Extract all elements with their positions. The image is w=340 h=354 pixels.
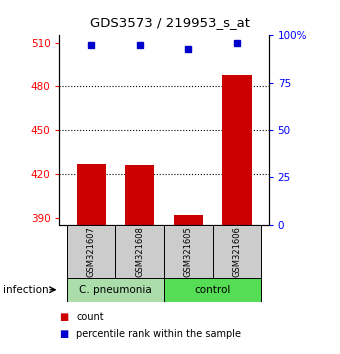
Text: GSM321608: GSM321608 [135, 226, 144, 277]
Text: percentile rank within the sample: percentile rank within the sample [76, 329, 241, 339]
Text: ■: ■ [59, 329, 69, 339]
Bar [213, 225, 261, 278]
Bar [164, 278, 261, 302]
Text: GDS3573 / 219953_s_at: GDS3573 / 219953_s_at [90, 16, 250, 29]
Text: C. pneumonia: C. pneumonia [79, 285, 152, 295]
Text: infection: infection [3, 285, 49, 295]
Text: control: control [194, 285, 231, 295]
Text: GSM321607: GSM321607 [87, 226, 96, 277]
Text: count: count [76, 312, 104, 321]
Bar [67, 278, 164, 302]
Text: GSM321605: GSM321605 [184, 226, 193, 277]
Bar [164, 225, 213, 278]
Bar [222, 75, 252, 225]
Bar [174, 215, 203, 225]
Bar [115, 225, 164, 278]
Bar [67, 225, 115, 278]
Text: ■: ■ [59, 312, 69, 321]
Bar [76, 164, 106, 225]
Text: GSM321606: GSM321606 [233, 226, 241, 277]
Bar [125, 165, 154, 225]
